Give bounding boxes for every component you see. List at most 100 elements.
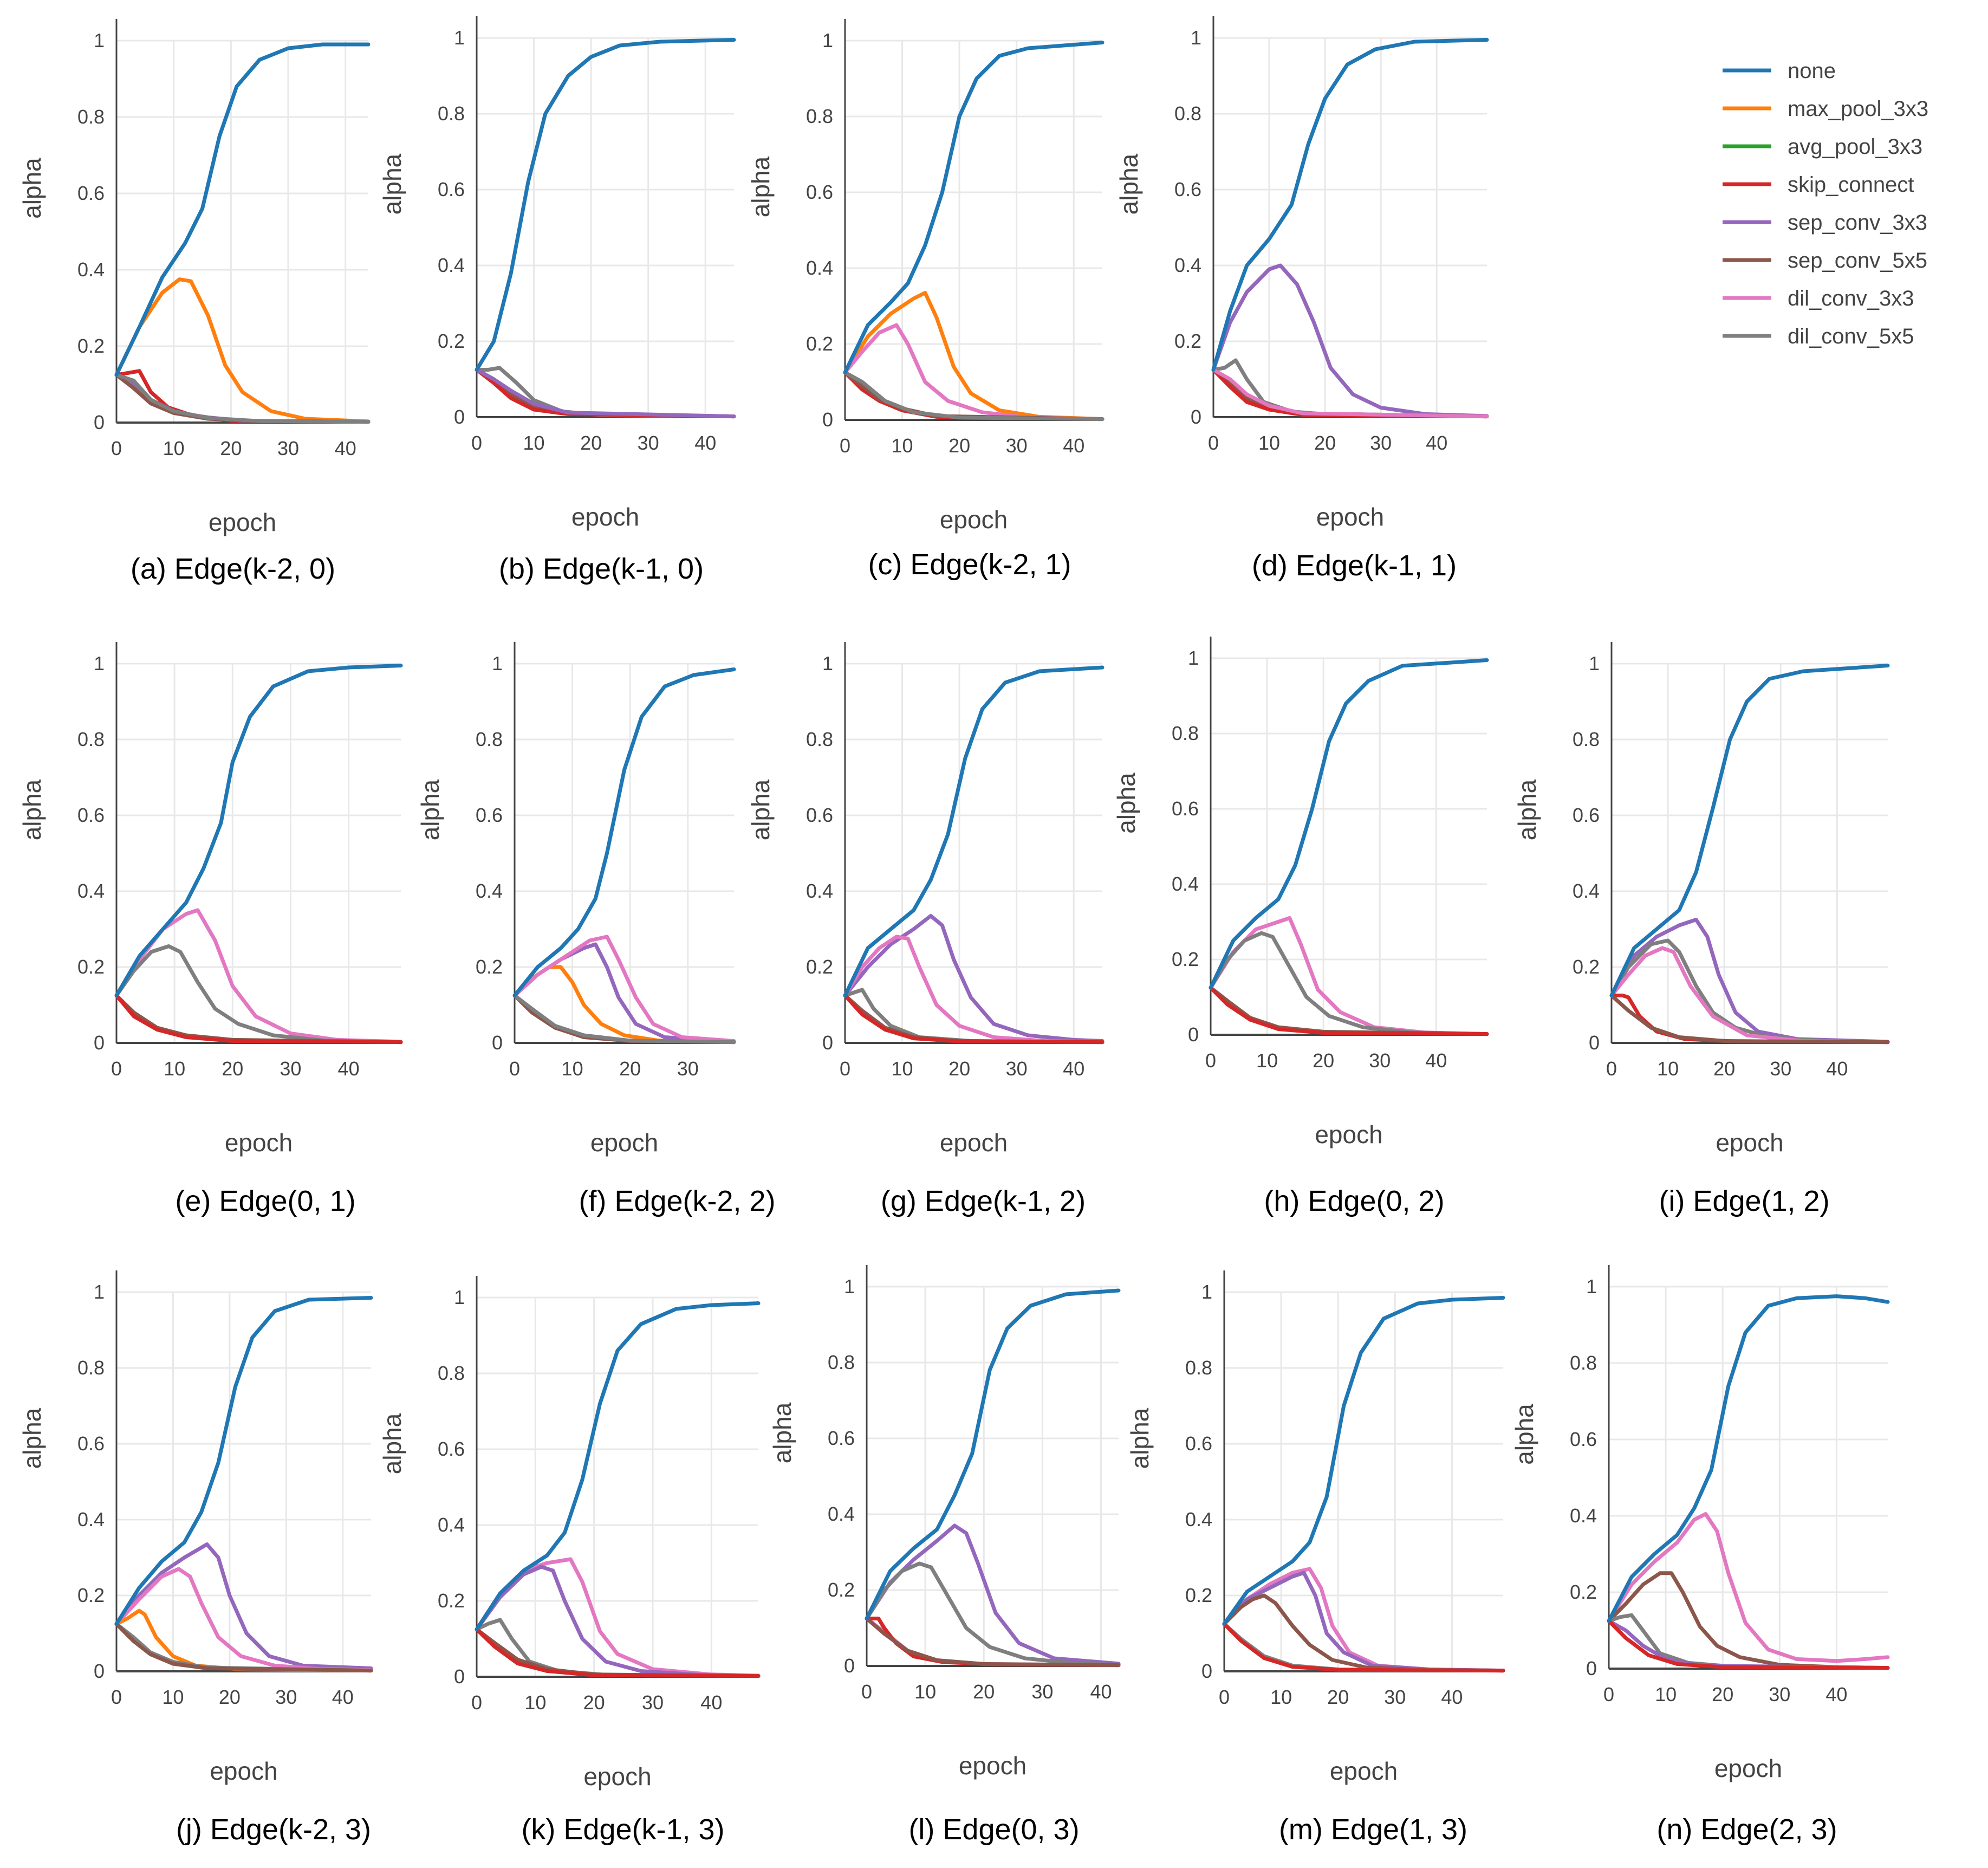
x-axis-title: epoch (571, 503, 639, 531)
x-axis-title: epoch (959, 1752, 1027, 1780)
legend-label: sep_conv_5x5 (1788, 249, 1927, 273)
y-tick-label: 0 (822, 1032, 833, 1054)
x-tick-label: 30 (677, 1058, 699, 1080)
y-tick-label: 0.6 (438, 1438, 465, 1460)
x-axis-title: epoch (210, 1757, 277, 1785)
y-tick-label: 0.8 (806, 728, 833, 750)
x-tick-label: 40 (1063, 434, 1084, 457)
y-tick-label: 1 (94, 652, 105, 674)
x-tick-label: 30 (277, 437, 299, 459)
x-tick-label: 40 (338, 1058, 360, 1080)
series-line-sep-conv-3x3 (1609, 918, 1890, 1044)
panel-caption: (i) Edge(1, 2) (1659, 1185, 1829, 1217)
legend-label: dil_conv_3x3 (1788, 287, 1914, 310)
legend-label: none (1788, 59, 1836, 83)
chart-panel: 0 10 20 30 40 0 0.2 0.4 0.6 0.8 1 epoch alpha (l) Edg… (768, 1265, 1121, 1846)
x-tick-label: 10 (1258, 432, 1280, 454)
x-tick-label: 0 (1606, 1058, 1617, 1080)
series-line-sep-conv-3x3 (843, 914, 1105, 1043)
series-line-skip-connect (843, 994, 1105, 1045)
y-tick-label: 1 (822, 29, 833, 51)
y-tick-label: 0.2 (77, 335, 105, 357)
y-axis-title: alpha (18, 779, 46, 840)
series-line-none (114, 664, 403, 997)
x-tick-label: 20 (948, 434, 970, 457)
x-axis-title: epoch (940, 1128, 1008, 1157)
panel-caption: (k) Edge(k-1, 3) (521, 1813, 724, 1846)
x-tick-label: 10 (524, 1691, 546, 1714)
y-tick-label: 0.8 (438, 1362, 465, 1384)
y-tick-label: 0.8 (1172, 722, 1199, 744)
series-line-dil-conv-5x5 (114, 944, 403, 1045)
y-tick-label: 0.2 (1172, 948, 1199, 970)
y-tick-label: 0 (1586, 1657, 1597, 1679)
y-tick-label: 0.6 (77, 182, 105, 204)
panel-caption: (c) Edge(k-2, 1) (868, 548, 1071, 581)
y-tick-label: 1 (454, 1286, 465, 1308)
x-tick-label: 30 (1031, 1681, 1053, 1703)
x-tick-label: 20 (619, 1058, 641, 1080)
y-tick-label: 0.6 (1172, 797, 1199, 820)
y-axis-title: alpha (1513, 779, 1541, 840)
series-line-dil-conv-5x5 (512, 994, 736, 1045)
chart-panel: 0 10 20 30 40 0 0.2 0.4 0.6 0.8 1 epoch alpha (n) Edg… (1510, 1265, 1890, 1846)
x-tick-label: 40 (335, 437, 356, 459)
x-tick-label: 30 (1369, 1049, 1391, 1072)
y-tick-label: 1 (1188, 647, 1199, 669)
y-tick-label: 0 (454, 1665, 465, 1688)
y-tick-label: 0.4 (438, 254, 465, 276)
series-line-dil-conv-5x5 (843, 371, 1105, 421)
y-axis-title: alpha (746, 156, 775, 217)
x-tick-label: 0 (111, 437, 122, 459)
x-axis-title: epoch (940, 505, 1008, 534)
y-tick-label: 0.6 (828, 1427, 855, 1449)
series-line-sep-conv-3x3 (114, 1542, 373, 1670)
y-tick-label: 0.2 (806, 333, 833, 355)
x-axis-title: epoch (590, 1128, 658, 1157)
y-tick-label: 0 (94, 411, 105, 433)
y-tick-label: 0.2 (438, 330, 465, 352)
y-tick-label: 0.4 (77, 880, 105, 902)
y-tick-label: 0.8 (438, 102, 465, 125)
series-line-max-pool-3x3 (843, 291, 1105, 421)
x-tick-label: 10 (162, 1686, 184, 1708)
y-tick-label: 0.8 (77, 106, 105, 128)
series-line-none (475, 1301, 761, 1631)
x-tick-label: 10 (1256, 1049, 1278, 1072)
series-line-skip-connect (475, 1627, 761, 1678)
chart-panel: 0 10 20 30 40 0 0.2 0.4 0.6 0.8 1 epoch alpha (c) Edg… (746, 19, 1105, 581)
y-tick-label: 0 (94, 1032, 105, 1054)
x-tick-label: 0 (1208, 432, 1219, 454)
series-line-none (114, 1296, 373, 1626)
x-tick-label: 20 (220, 437, 242, 459)
y-tick-label: 0.2 (806, 956, 833, 978)
y-axis-title: alpha (18, 1408, 46, 1469)
panel-caption: (j) Edge(k-2, 3) (176, 1813, 371, 1846)
y-tick-label: 0.8 (1573, 728, 1600, 750)
y-axis-title: alpha (1510, 1404, 1538, 1465)
x-tick-label: 0 (471, 1691, 482, 1714)
x-tick-label: 40 (1825, 1683, 1847, 1705)
y-tick-label: 0.4 (806, 880, 833, 902)
series-line-none (512, 667, 736, 997)
series-line-none (1607, 1294, 1890, 1623)
y-tick-label: 1 (1191, 27, 1201, 49)
x-tick-label: 30 (638, 432, 659, 454)
x-tick-label: 30 (280, 1058, 301, 1080)
series-line-skip-connect (114, 994, 403, 1045)
y-tick-label: 0.4 (77, 258, 105, 281)
y-axis-title: alpha (746, 779, 775, 840)
x-tick-label: 10 (163, 437, 185, 459)
y-tick-label: 1 (454, 27, 465, 49)
y-tick-label: 1 (94, 1281, 105, 1303)
x-tick-label: 0 (1603, 1683, 1614, 1705)
x-tick-label: 40 (694, 432, 716, 454)
panel-caption: (n) Edge(2, 3) (1656, 1813, 1837, 1846)
x-tick-label: 10 (164, 1058, 185, 1080)
x-tick-label: 30 (1006, 1058, 1028, 1080)
panel-caption: (h) Edge(0, 2) (1264, 1185, 1444, 1217)
x-tick-label: 0 (509, 1058, 520, 1080)
y-tick-label: 1 (1589, 652, 1600, 674)
legend-label: dil_conv_5x5 (1788, 325, 1914, 348)
y-tick-label: 0.2 (1570, 1581, 1597, 1603)
